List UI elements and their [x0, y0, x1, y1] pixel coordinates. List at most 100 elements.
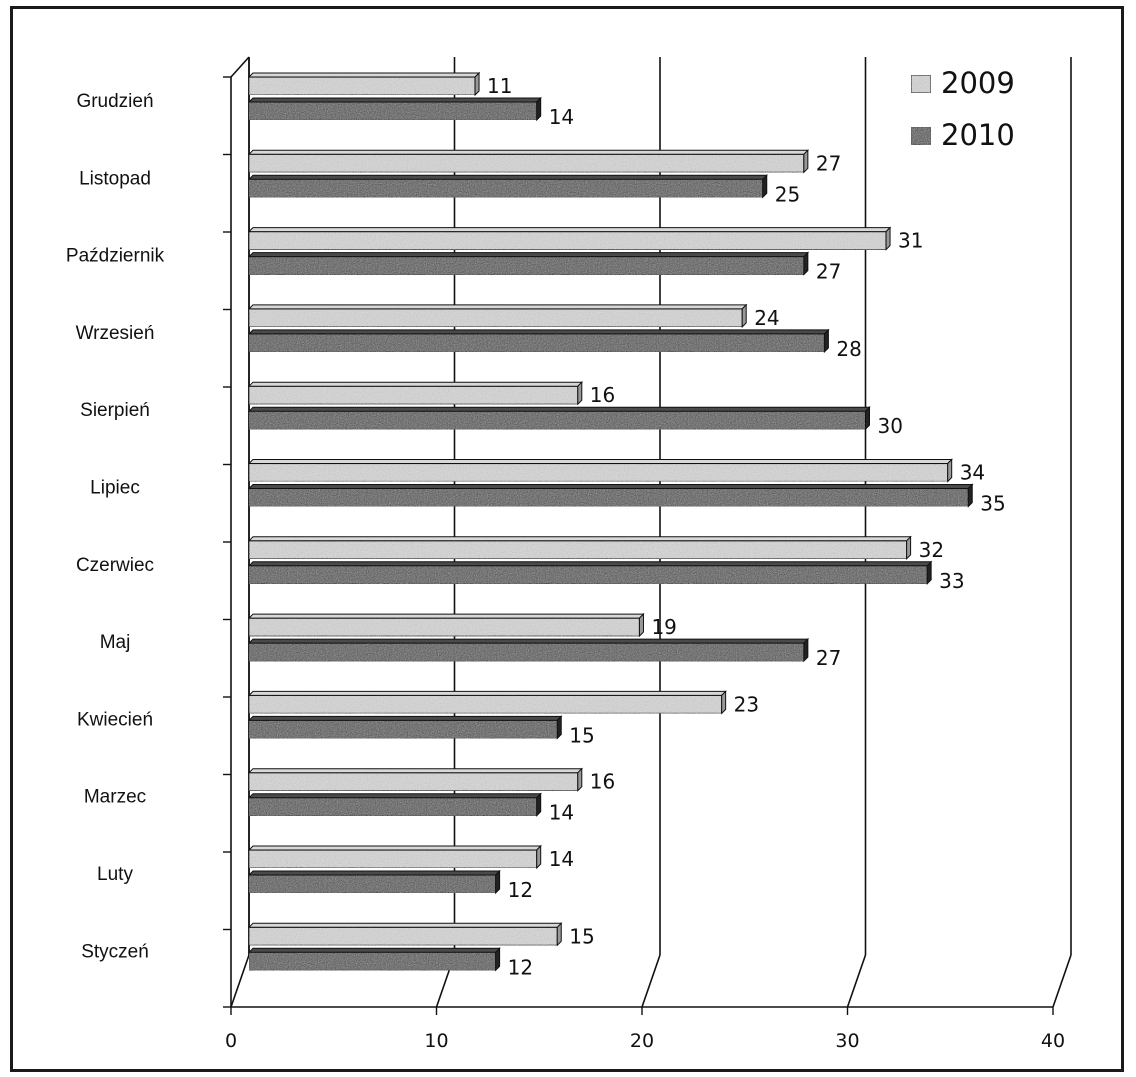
bar-styczen-2009-top [247, 922, 563, 928]
bar-marzec-2010 [247, 792, 542, 817]
bar-sierpien-2010-top [247, 406, 871, 412]
x-tick-label-20: 20 [630, 1030, 654, 1052]
bar-lipiec-2009-face [248, 462, 949, 483]
bar-sierpien-2009-side [577, 380, 583, 406]
x-tick-label-40: 40 [1041, 1030, 1065, 1052]
bar-luty-2009-top [247, 845, 542, 851]
bar-marzec-2009 [247, 767, 584, 792]
floor-gridline-40 [1052, 954, 1072, 1008]
data-label-styczen-2010: 12 [508, 955, 533, 979]
legend: 2009 2010 [910, 66, 1015, 152]
bar-grudzien-2010-side [536, 96, 542, 122]
bar-wrzesien-2010 [247, 328, 830, 354]
bar-sierpien-2010 [247, 405, 871, 431]
category-label-listopad: Listopad [79, 168, 151, 189]
category-label-styczen: Styczeń [81, 941, 149, 962]
bar-pazdziernik-2010-top [247, 252, 810, 258]
bar-listopad-2010-top [247, 174, 768, 180]
bar-listopad-2009 [247, 149, 810, 174]
bar-maj-2010-top [247, 638, 810, 644]
bar-kwiecien-2009 [247, 690, 727, 715]
bar-pazdziernik-2009-top [247, 227, 892, 233]
bar-grudzien-2009-face [248, 76, 476, 96]
bar-wrzesien-2010-top [247, 329, 830, 335]
bar-kwiecien-2009-side [721, 690, 727, 715]
bar-marzec-2009-side [577, 767, 583, 792]
category-label-grudzien: Grudzień [76, 91, 153, 112]
bar-grudzien-2010-top [247, 97, 542, 103]
bar-maj-2009-face [248, 617, 641, 637]
bar-styczen-2010-top [247, 947, 501, 953]
category-label-czerwiec: Czerwiec [76, 555, 154, 576]
category-label-sierpien: Sierpień [80, 400, 150, 421]
bar-styczen-2010-face [248, 951, 497, 971]
label-layer: 11 14 Grudzień 27 25 Listopad 31 27 Październik 2… [66, 74, 1006, 979]
bar-lipiec-2010-side [967, 483, 973, 508]
bar-grudzien-2009-top [247, 72, 481, 78]
bar-maj-2009-side [638, 612, 644, 638]
bar-styczen-2009-side [556, 922, 562, 947]
bar-lipiec-2009-side [947, 458, 953, 483]
bar-kwiecien-2010 [247, 715, 563, 740]
data-label-listopad-2009: 27 [816, 151, 841, 175]
bar-sierpien-2009-top [247, 381, 584, 387]
bar-chart: 0 10 20 30 40 11 14 Grudzień 27 25 Listopad 31 27 Pa… [66, 56, 1072, 1052]
data-label-sierpien-2009: 16 [590, 383, 615, 407]
category-label-wrzesien: Wrzesień [76, 323, 155, 344]
bar-kwiecien-2010-top [247, 715, 563, 721]
data-label-lipiec-2010: 35 [980, 492, 1005, 516]
bar-marzec-2010-side [536, 792, 542, 817]
bar-czerwiec-2010-side [926, 560, 932, 586]
x-tick-label-10: 10 [424, 1030, 448, 1052]
bar-sierpien-2010-face [248, 410, 867, 430]
data-label-marzec-2010: 14 [549, 801, 574, 825]
bar-grudzien-2010-face [248, 101, 538, 121]
bar-czerwiec-2009-side [906, 535, 912, 561]
bar-marzec-2009-face [248, 772, 579, 792]
bar-wrzesien-2010-side [823, 328, 829, 354]
x-tick-label-0: 0 [225, 1030, 237, 1052]
bar-lipiec-2009 [247, 458, 953, 483]
data-label-wrzesien-2010: 28 [836, 337, 861, 361]
data-label-marzec-2009: 16 [590, 770, 615, 794]
bar-grudzien-2010 [247, 96, 542, 122]
bar-luty-2010-top [247, 870, 501, 876]
bar-listopad-2009-face [248, 153, 805, 173]
bar-layer [247, 71, 974, 972]
legend-label-2010: 2010 [941, 118, 1015, 152]
bar-styczen-2010 [247, 947, 501, 972]
bar-pazdziernik-2009-side [885, 226, 891, 251]
data-label-kwiecien-2010: 15 [569, 723, 594, 747]
data-label-luty-2010: 12 [508, 878, 533, 902]
category-label-kwiecien: Kwiecień [77, 709, 153, 730]
x-tick-label-30: 30 [835, 1030, 859, 1052]
bar-czerwiec-2009 [247, 535, 912, 561]
bar-maj-2009-top [247, 613, 645, 619]
bar-sierpien-2009 [247, 380, 584, 406]
bar-maj-2010-side [803, 637, 809, 663]
bar-kwiecien-2009-face [248, 694, 723, 715]
data-label-lipiec-2009: 34 [960, 461, 985, 485]
bar-pazdziernik-2009-face [248, 231, 887, 251]
bar-listopad-2010-face [248, 178, 764, 198]
side-wall-top [230, 56, 250, 78]
data-label-sierpien-2010: 30 [878, 414, 903, 438]
bar-wrzesien-2010-face [248, 333, 826, 353]
bar-pazdziernik-2009 [247, 226, 892, 251]
bar-kwiecien-2009-top [247, 690, 727, 696]
bar-wrzesien-2009 [247, 303, 748, 329]
data-label-kwiecien-2009: 23 [734, 692, 759, 716]
data-label-grudzien-2010: 14 [549, 105, 574, 129]
bar-listopad-2009-side [803, 149, 809, 174]
bar-luty-2010-face [248, 874, 497, 894]
floor-gridline-20 [641, 954, 661, 1008]
legend-swatch-2009 [910, 74, 932, 94]
data-label-listopad-2010: 25 [775, 182, 800, 206]
data-label-pazdziernik-2009: 31 [898, 229, 923, 253]
bar-listopad-2010-side [762, 174, 768, 199]
bar-styczen-2009-face [248, 926, 558, 946]
bar-luty-2009-face [248, 849, 538, 869]
bar-marzec-2009-top [247, 768, 584, 774]
bar-lipiec-2009-top [247, 459, 953, 464]
data-label-maj-2010: 27 [816, 646, 841, 670]
